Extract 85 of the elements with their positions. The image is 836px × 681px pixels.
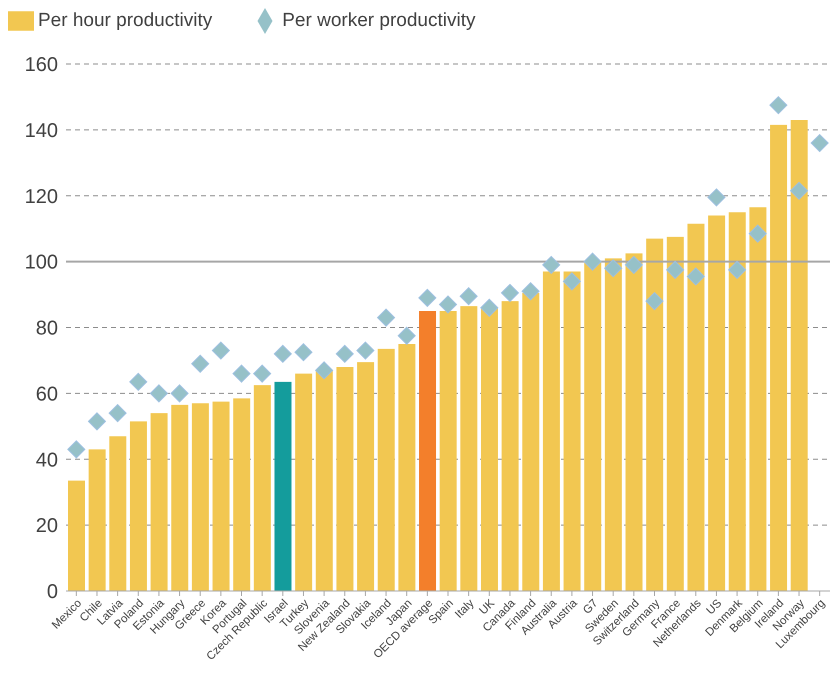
point [336, 344, 354, 363]
point [356, 342, 374, 360]
point [67, 440, 86, 458]
point [584, 252, 602, 271]
legend-label: Per hour productivity [38, 10, 212, 32]
bar [440, 311, 457, 591]
bar [419, 311, 436, 591]
point [129, 372, 148, 391]
point [769, 96, 788, 114]
point [191, 354, 210, 373]
point [439, 295, 457, 314]
point [562, 272, 581, 290]
point [294, 343, 312, 362]
point [790, 182, 808, 200]
y-tick-label: 160 [24, 54, 58, 76]
y-tick-label: 0 [46, 581, 58, 604]
bar [295, 374, 312, 591]
y-tick-label: 20 [36, 515, 58, 538]
point [542, 256, 560, 274]
point [604, 259, 622, 278]
point [170, 384, 189, 402]
point [810, 134, 829, 152]
bar [687, 224, 704, 591]
bar [480, 308, 498, 591]
point [377, 308, 396, 327]
x-tick-label: Italy [453, 597, 477, 621]
bar [130, 421, 147, 591]
bar [398, 344, 416, 591]
point [624, 256, 643, 274]
point [728, 260, 746, 279]
bar [728, 212, 746, 591]
bar [88, 449, 106, 591]
bar [233, 398, 250, 591]
bar [109, 436, 126, 591]
bar [604, 258, 622, 591]
bar [626, 253, 643, 591]
y-tick-label: 120 [24, 186, 58, 208]
bar [150, 413, 168, 591]
point [666, 260, 684, 279]
legend-label: Per worker productivity [282, 10, 476, 32]
point [212, 342, 230, 360]
bar [666, 236, 684, 591]
point [418, 288, 436, 307]
bar [749, 207, 766, 591]
bar [522, 292, 540, 591]
bar [564, 272, 581, 591]
point [645, 292, 664, 310]
point [748, 224, 767, 243]
y-tick-label: 100 [24, 252, 58, 274]
bar [378, 348, 395, 591]
point [253, 364, 272, 383]
y-tick-label: 140 [24, 120, 58, 142]
bar [770, 124, 788, 591]
bar [584, 262, 602, 591]
bar [502, 301, 519, 591]
point [108, 404, 127, 422]
bar [336, 367, 354, 591]
bar [274, 382, 292, 591]
bar [460, 306, 478, 591]
y-tick-label: 60 [36, 383, 58, 406]
y-tick-label: 40 [36, 449, 58, 472]
point [88, 412, 106, 430]
point [686, 267, 705, 286]
y-tick-label: 80 [36, 318, 58, 340]
point [315, 361, 334, 380]
bar [68, 480, 85, 591]
bar [357, 362, 374, 591]
bar [316, 370, 333, 591]
point [522, 282, 540, 300]
bar [192, 403, 209, 591]
bar [708, 216, 726, 591]
bar [646, 238, 664, 591]
bar [254, 385, 271, 591]
bar [542, 272, 560, 591]
point [232, 364, 251, 383]
point [707, 188, 726, 206]
point [480, 298, 498, 317]
point [274, 344, 292, 363]
bar [171, 404, 188, 591]
bar [790, 120, 808, 591]
point [150, 384, 168, 402]
bar [212, 402, 230, 591]
point [398, 326, 416, 345]
point [500, 284, 519, 302]
point [460, 287, 478, 306]
